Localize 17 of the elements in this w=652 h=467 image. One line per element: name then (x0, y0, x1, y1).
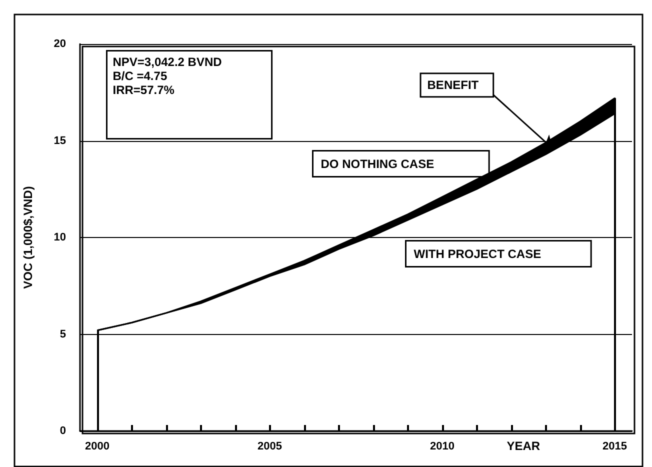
y-tick-label: 0 (60, 425, 66, 437)
x-tick-label: 2005 (258, 440, 282, 452)
y-tick-label: 20 (54, 38, 66, 50)
y-tick-label: 10 (54, 232, 66, 244)
y-axis-title: VOC (1,000$,VND) (21, 186, 35, 289)
x-tick-label: 2010 (430, 440, 454, 452)
text: WITH PROJECT CASE (414, 246, 542, 261)
x-tick-label: 2000 (85, 440, 110, 452)
annotation: NPV=3,042.2 BVND (112, 54, 222, 69)
x-axis-title: YEAR (506, 439, 540, 453)
text: DO NOTHING CASE (320, 156, 434, 171)
annotation: IRR=57.7% (112, 82, 175, 97)
x-tick-label: 2015 (602, 440, 627, 452)
annotation: B/C =4.75 (112, 68, 168, 83)
annotation: BENEFIT (427, 78, 480, 92)
y-tick-label: 15 (54, 134, 66, 147)
y-tick-label: 5 (60, 328, 66, 340)
